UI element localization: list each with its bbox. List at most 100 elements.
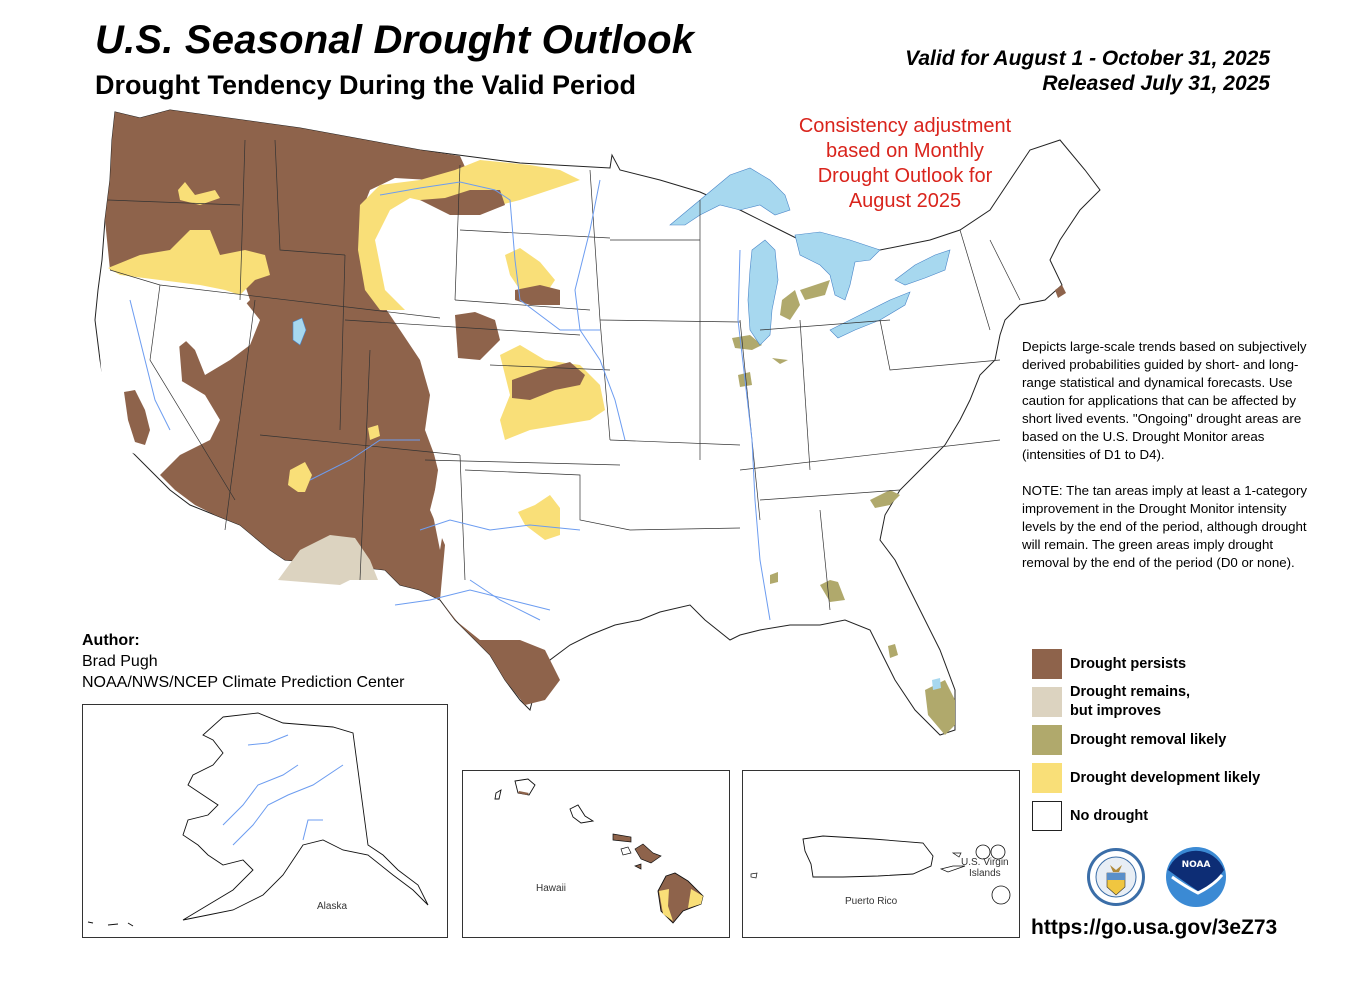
author-name: Brad Pugh (82, 653, 158, 670)
big-island-development-west (659, 889, 673, 921)
legend-swatch-no-drought (1032, 801, 1062, 831)
kauai-drought (518, 791, 529, 795)
source-url[interactable]: https://go.usa.gov/3eZ73 (1031, 916, 1278, 939)
region-removal-alabama (770, 572, 778, 584)
noaa-logo-text: NOAA (1182, 860, 1211, 870)
puerto-rico-outline (802, 835, 934, 878)
alaska-outline (182, 712, 429, 921)
legend-label: Drought persists (1070, 655, 1187, 672)
region-removal-michigan-thumb (800, 280, 830, 300)
region-development-oregon (108, 230, 270, 295)
consistency-note-line: Consistency adjustment (798, 115, 1012, 137)
aleutian-islands (87, 921, 134, 927)
region-drought-persists-nebraska (455, 312, 500, 360)
alaska-inset: Alaska (82, 704, 448, 938)
rivers (129, 179, 771, 621)
legend-label: Drought remains, but improves (1070, 683, 1190, 721)
legend-item-removal: Drought removal likely (1032, 724, 1260, 756)
region-drought-persists-south-dakota (515, 285, 560, 305)
legend-swatch-improves (1032, 687, 1062, 717)
region-drought-persists-ca-valley (124, 390, 150, 445)
lake-erie (829, 291, 911, 339)
legend-swatch-development (1032, 763, 1062, 793)
consistency-note-line: Drought Outlook for (817, 165, 993, 187)
region-drought-persists-massachusetts (1055, 285, 1066, 298)
description-paragraph: Depicts large-scale trends based on subj… (1022, 339, 1307, 462)
legend-label-line: but improves (1070, 703, 1162, 719)
legend-label: No drought (1070, 807, 1149, 824)
noaa-logo: NOAA (1166, 847, 1226, 907)
legend-item-no-drought: No drought (1032, 800, 1260, 832)
legend-item-development: Drought development likely (1032, 762, 1260, 794)
virgin-islands-label-line: Islands (968, 868, 1001, 879)
alaska-river (222, 764, 299, 826)
alaska-river (247, 734, 289, 746)
molokai (612, 833, 632, 843)
alaska-river (232, 764, 344, 846)
region-improves-southwest (278, 535, 378, 585)
consistency-note-line: based on Monthly (826, 140, 984, 162)
alaska-map (87, 712, 429, 927)
region-removal-indiana (772, 358, 788, 364)
lake-michigan (747, 239, 779, 346)
valid-for-text: Valid for August 1 - October 31, 2025 (905, 47, 1270, 70)
region-no-drought-plains (428, 385, 480, 550)
hawaii-map (494, 778, 704, 924)
hawaii-inset: Hawaii (462, 770, 730, 938)
alaska-label: Alaska (317, 901, 348, 912)
map-subtitle: Drought Tendency During the Valid Period (95, 70, 637, 100)
hawaii-label: Hawaii (536, 883, 567, 894)
big-island-development-east (688, 889, 703, 908)
region-removal-florida-west (888, 644, 898, 658)
region-removal-illinois (732, 335, 762, 350)
region-removal-georgia (820, 580, 845, 602)
region-removal-florida (925, 680, 955, 735)
legend-swatch-persists (1032, 649, 1062, 679)
virgin-islands-label-line: U.S. Virgin (961, 857, 1009, 868)
legend-label: Drought development likely (1070, 769, 1261, 786)
region-drought-persists-kansas (512, 362, 585, 400)
author-heading: Author: (82, 632, 140, 649)
region-development-washington (178, 182, 220, 205)
author-block: Author: Brad Pugh NOAA/NWS/NCEP Climate … (82, 630, 404, 693)
virgin-islands-marker (990, 844, 1006, 860)
alaska-river (302, 819, 323, 841)
agency-logos: NOAA (1087, 847, 1226, 907)
lanai (620, 846, 632, 856)
great-salt-lake (292, 317, 307, 346)
legend-item-persists: Drought persists (1032, 648, 1260, 680)
legend-swatch-removal (1032, 725, 1062, 755)
vieques (939, 865, 966, 873)
legend: Drought persists Drought remains, but im… (1032, 648, 1260, 838)
lake-okeechobee (932, 678, 941, 690)
puerto-rico-map (750, 835, 1011, 905)
region-drought-persists-montana-east (420, 190, 505, 215)
region-no-drought-california (98, 285, 182, 460)
region-removal-carolinas (870, 490, 900, 508)
legend-item-improves: Drought remains, but improves (1032, 683, 1260, 721)
puerto-rico-label: Puerto Rico (845, 896, 898, 907)
author-org: NOAA/NWS/NCEP Climate Prediction Center (82, 674, 405, 691)
puerto-rico-inset: Puerto Rico U.S. Virgin Islands (742, 770, 1020, 938)
map-title: U.S. Seasonal Drought Outlook (95, 18, 695, 62)
kauai (514, 778, 536, 796)
niihau (494, 789, 502, 800)
note-paragraph: NOTE: The tan areas imply at least a 1-c… (1022, 483, 1308, 570)
region-development-arizona (288, 462, 312, 492)
virgin-islands-marker (991, 885, 1011, 905)
consistency-note-line: August 2025 (848, 190, 962, 212)
mona-island (750, 872, 758, 879)
consistency-note: Consistency adjustment based on Monthly … (770, 114, 1040, 214)
virgin-islands-label: U.S. Virgin Islands (961, 857, 1009, 879)
lake-ontario (894, 249, 951, 286)
lake-huron (794, 231, 881, 301)
commerce-seal-logo (1087, 848, 1145, 906)
virgin-islands-marker (975, 844, 991, 860)
legend-label-line: Drought remains, (1070, 684, 1191, 700)
culebra (951, 852, 962, 858)
released-text: Released July 31, 2025 (1042, 72, 1270, 95)
description: Depicts large-scale trends based on subj… (1022, 338, 1312, 590)
region-removal-michigan (780, 290, 800, 320)
legend-label: Drought removal likely (1070, 731, 1227, 748)
kahoolawe (634, 863, 642, 870)
